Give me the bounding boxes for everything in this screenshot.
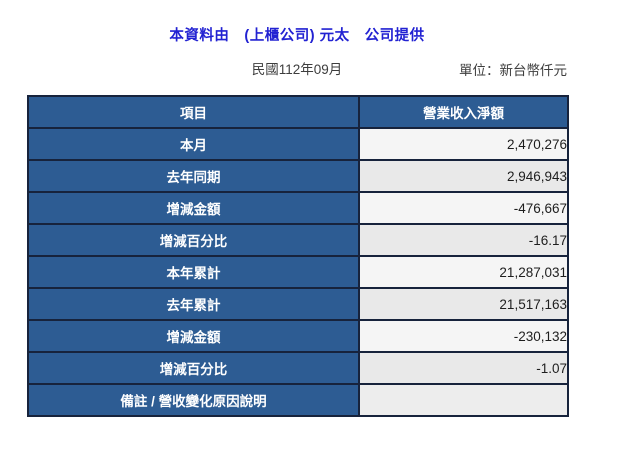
table-row-remarks: 備註 / 營收變化原因說明 [27,383,569,417]
row-label-cell: 本月 [27,127,360,161]
row-value-cell: -476,667 [358,191,569,225]
row-value-cell: 2,946,943 [358,159,569,193]
row-value-cell: 2,470,276 [358,127,569,161]
table-row: 增減金額 -476,667 [27,191,569,225]
row-value-cell: -16.17 [358,223,569,257]
row-label-cell: 去年累計 [27,287,360,321]
row-label-cell: 增減金額 [27,319,360,353]
revenue-table: 項目 營業收入淨額 本月 2,470,276 去年同期 2,946,943 增減… [27,95,569,417]
row-label-cell: 增減百分比 [27,223,360,257]
row-label-cell: 去年同期 [27,159,360,193]
row-value-cell: 21,517,163 [358,287,569,321]
row-value-cell [358,383,569,417]
table-row: 去年同期 2,946,943 [27,159,569,193]
row-value-cell: 21,287,031 [358,255,569,289]
row-label-cell: 增減百分比 [27,351,360,385]
report-period: 民國112年09月 [251,62,343,77]
row-label-cell: 增減金額 [27,191,360,225]
table-row: 去年累計 21,517,163 [27,287,569,321]
column-header-net-revenue: 營業收入淨額 [358,95,569,129]
unit-label: 單位：新台幣仟元 [459,63,567,78]
page-title: 本資料由 (上櫃公司) 元太 公司提供 [169,28,425,44]
row-value-cell: -1.07 [358,351,569,385]
table-row: 增減金額 -230,132 [27,319,569,353]
table-row: 本年累計 21,287,031 [27,255,569,289]
table-row: 增減百分比 -16.17 [27,223,569,257]
row-value-cell: -230,132 [358,319,569,353]
table-header-row: 項目 營業收入淨額 [27,95,569,129]
table-row: 本月 2,470,276 [27,127,569,161]
meta-row: 民國112年09月 單位：新台幣仟元 [27,58,567,78]
row-label-cell: 本年累計 [27,255,360,289]
row-label-cell: 備註 / 營收變化原因說明 [27,383,360,417]
table-row: 增減百分比 -1.07 [27,351,569,385]
column-header-item: 項目 [27,95,360,129]
content-area: 本資料由 (上櫃公司) 元太 公司提供 民國112年09月 單位：新台幣仟元 項… [27,0,569,417]
